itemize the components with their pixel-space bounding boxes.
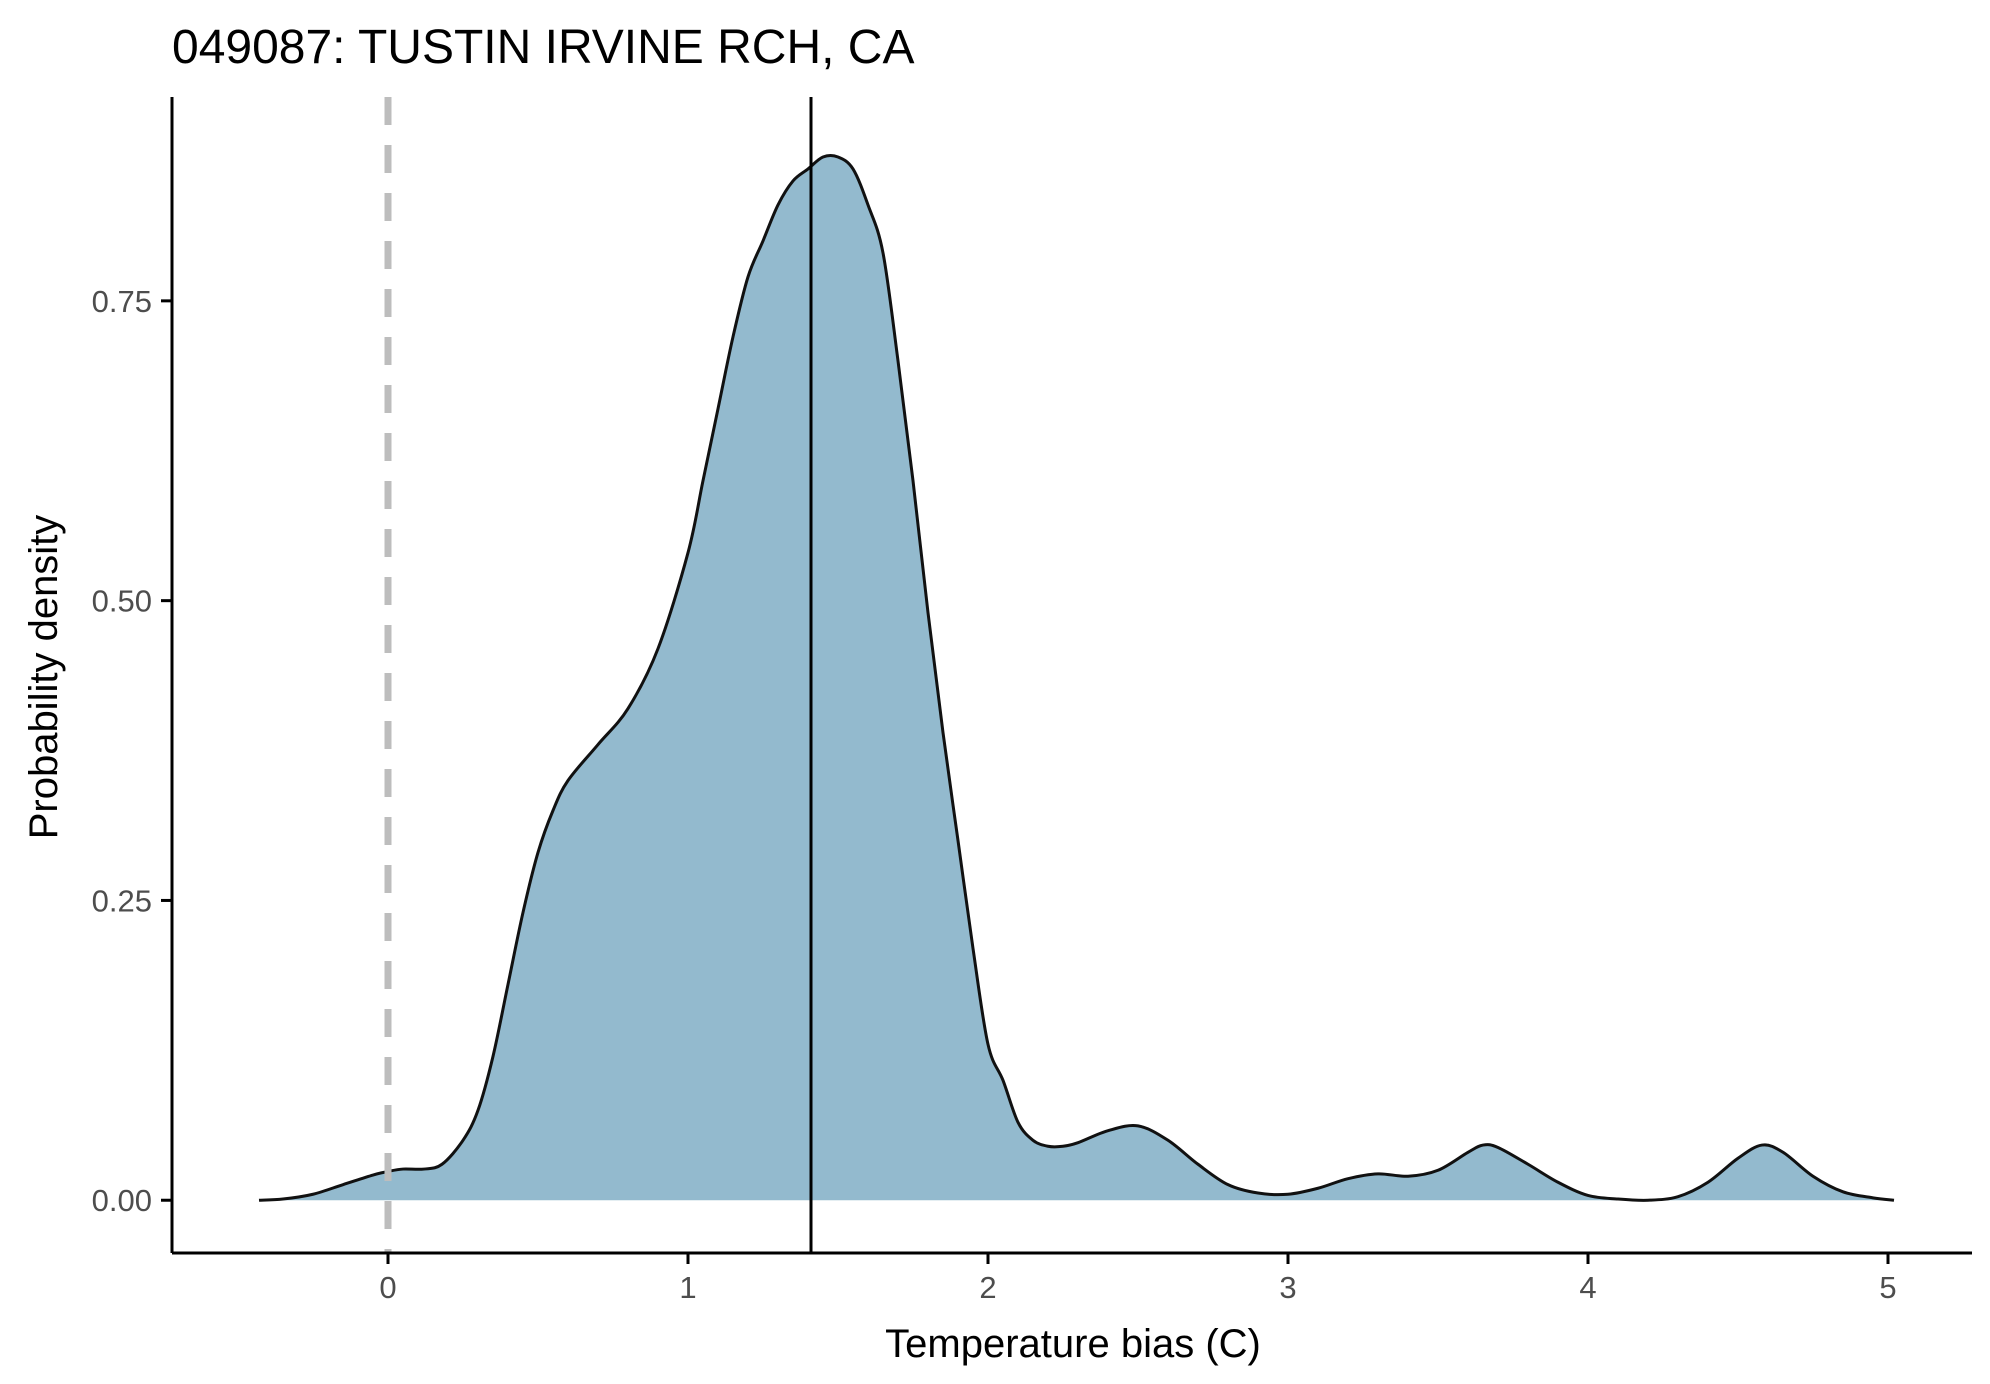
y-tick-label: 0.00 (92, 1183, 152, 1218)
x-axis-ticks: 0 1 2 3 4 5 (379, 1253, 1897, 1305)
x-tick-label: 4 (1579, 1270, 1596, 1305)
x-axis-title: Temperature bias (C) (885, 1322, 1261, 1366)
chart-title: 049087: TUSTIN IRVINE RCH, CA (172, 21, 914, 74)
x-tick-label: 5 (1879, 1270, 1896, 1305)
plot-area (258, 97, 1895, 1253)
x-tick-label: 1 (679, 1270, 696, 1305)
y-axis-ticks: 0.00 0.25 0.50 0.75 (92, 284, 172, 1218)
y-tick-label: 0.50 (92, 584, 152, 619)
x-tick-label: 0 (379, 1270, 396, 1305)
x-tick-label: 2 (979, 1270, 996, 1305)
y-tick-label: 0.25 (92, 883, 152, 918)
density-curve (258, 153, 1895, 1202)
y-axis-title: Probability density (22, 515, 66, 840)
x-tick-label: 3 (1279, 1270, 1296, 1305)
axes: 0 1 2 3 4 5 0.00 0.25 0.50 0.75 (92, 97, 1972, 1305)
density-area (259, 155, 1894, 1201)
y-tick-label: 0.75 (92, 284, 152, 319)
